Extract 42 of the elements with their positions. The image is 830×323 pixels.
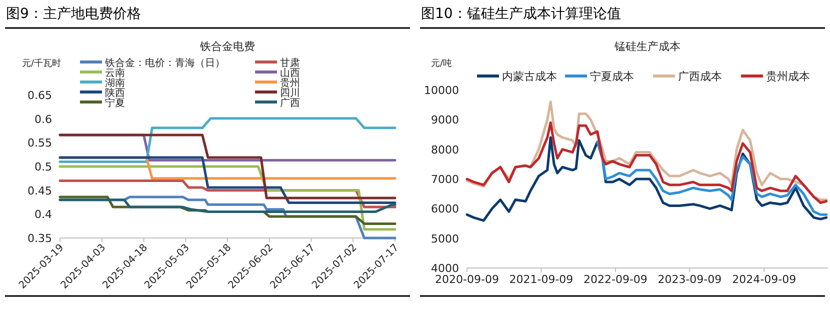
legend-label: 内蒙古成本	[502, 70, 557, 83]
legend-label: 宁夏	[105, 97, 125, 109]
x-tick-label: 2023-09-09	[658, 273, 722, 286]
legend-label: 四川	[280, 87, 300, 99]
y-axis-title: 元/千瓦时	[22, 58, 62, 69]
legend-label: 山西	[280, 67, 300, 79]
y-tick-label: 6000	[431, 202, 459, 216]
line-series	[596, 140, 828, 216]
y-tick-label: 9000	[431, 114, 459, 127]
legend-label: 湖南	[105, 77, 125, 89]
y-tick-label: 0.6	[34, 112, 52, 126]
chart-subtitle: 锰硅生产成本	[614, 40, 680, 53]
x-tick-label: 2020-09-09	[435, 273, 499, 286]
x-tick-label: 2022-09-09	[584, 273, 648, 286]
line-series	[58, 198, 396, 214]
y-tick-label: 7000	[431, 173, 459, 186]
y-tick-label: 0.65	[28, 89, 52, 102]
legend-label: 陕西	[105, 87, 125, 99]
legend-label: 贵州成本	[766, 70, 810, 83]
legend-label: 甘肃	[280, 57, 300, 69]
y-axis-title: 元/吨	[431, 58, 452, 69]
legend-label: 宁夏成本	[590, 70, 634, 83]
legend-label: 贵州	[280, 77, 300, 89]
legend-label: 云南	[105, 67, 125, 79]
y-tick-label: 8000	[431, 143, 459, 156]
y-tick-label: 5000	[431, 232, 459, 246]
legend-label: 广西	[280, 97, 300, 109]
y-tick-label: 0.45	[28, 184, 52, 198]
x-tick-label: 2021-09-09	[509, 273, 574, 286]
legend-label: 广西成本	[678, 70, 722, 83]
y-tick-label: 0.55	[28, 136, 52, 150]
y-tick-label: 0.5	[34, 160, 52, 174]
line-series	[466, 121, 828, 204]
y-tick-label: 0.35	[28, 232, 52, 245]
y-tick-label: 0.4	[34, 208, 52, 222]
chart-title: 图10：锰硅生产成本计算理论值	[421, 6, 621, 22]
chart-title: 图9：主产地电费价格	[6, 6, 141, 22]
x-tick-label: 2024-09-09	[732, 273, 796, 286]
y-tick-label: 4000	[431, 262, 459, 275]
legend-label: 铁合金：电价：青海（日）	[104, 57, 225, 69]
chart-subtitle: 铁合金电费	[199, 40, 255, 53]
y-tick-label: 10000	[424, 84, 459, 97]
